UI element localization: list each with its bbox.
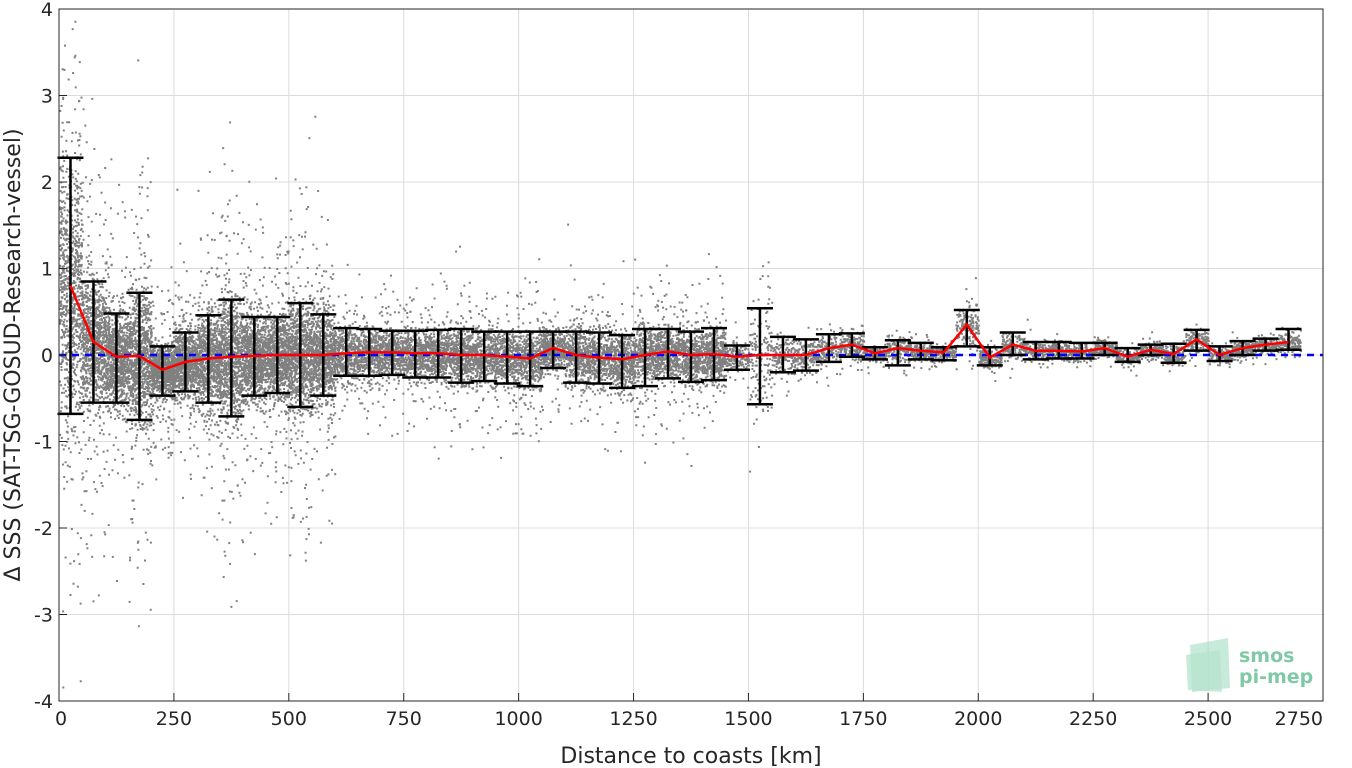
x-tick-label: 500 (271, 708, 307, 730)
x-tick-label: 0 (55, 708, 67, 730)
error-bar (678, 330, 704, 384)
x-tick-label: 2000 (954, 708, 1002, 730)
y-tick-label: 4 (41, 0, 53, 21)
error-bar (540, 330, 567, 370)
error-bar (471, 330, 498, 383)
x-tick-label: 1750 (839, 708, 887, 730)
x-tick-label: 2250 (1069, 708, 1117, 730)
y-tick-label: 1 (41, 259, 53, 281)
x-tick-label: 2750 (1275, 708, 1323, 730)
y-tick-label: -1 (34, 432, 53, 454)
error-bar (884, 339, 911, 367)
error-bar (655, 327, 682, 380)
y-axis-ticks: -4 -3 -2 -1 0 1 2 3 4 (34, 0, 67, 713)
error-bar (1114, 346, 1141, 364)
x-axis-label: Distance to coasts [km] (560, 744, 821, 768)
y-tick-label: -3 (34, 605, 53, 627)
y-tick-label: 3 (41, 86, 53, 108)
y-tick-label: -2 (34, 518, 53, 540)
y-axis-label: Δ SSS (SAT-TSG-GOSUD-Research-vessel) (1, 128, 26, 581)
y-tick-label: -4 (34, 691, 53, 713)
error-bar (103, 312, 130, 404)
mean-line (69, 285, 1289, 372)
x-tick-label: 1500 (724, 708, 772, 730)
error-bar (930, 345, 957, 362)
x-tick-label: 1000 (494, 708, 542, 730)
error-bar (218, 298, 245, 418)
error-bar (57, 156, 84, 416)
logo-text-smos: smos (1239, 645, 1294, 667)
y-tick-label: 0 (41, 345, 53, 367)
error-bar (632, 327, 659, 388)
logo-text-pimep: pi-mep (1239, 666, 1313, 688)
x-tick-label: 1250 (609, 708, 657, 730)
x-tick-label: 2500 (1184, 708, 1232, 730)
x-tick-label: 250 (156, 708, 192, 730)
error-bar (333, 326, 360, 378)
smos-pimep-logo: smos pi-mep (1186, 638, 1313, 692)
logo-shape-front (1186, 650, 1222, 692)
error-bar (1275, 327, 1302, 352)
x-tick-label: 750 (386, 708, 422, 730)
error-bar (746, 307, 773, 406)
y-tick-label: 2 (41, 172, 53, 194)
error-bar (953, 308, 980, 348)
error-bar (563, 330, 590, 384)
error-bar (609, 333, 636, 390)
x-axis-ticks: 0 250 500 750 1000 1250 1500 1750 2000 2250 2500 27… (55, 693, 1324, 730)
